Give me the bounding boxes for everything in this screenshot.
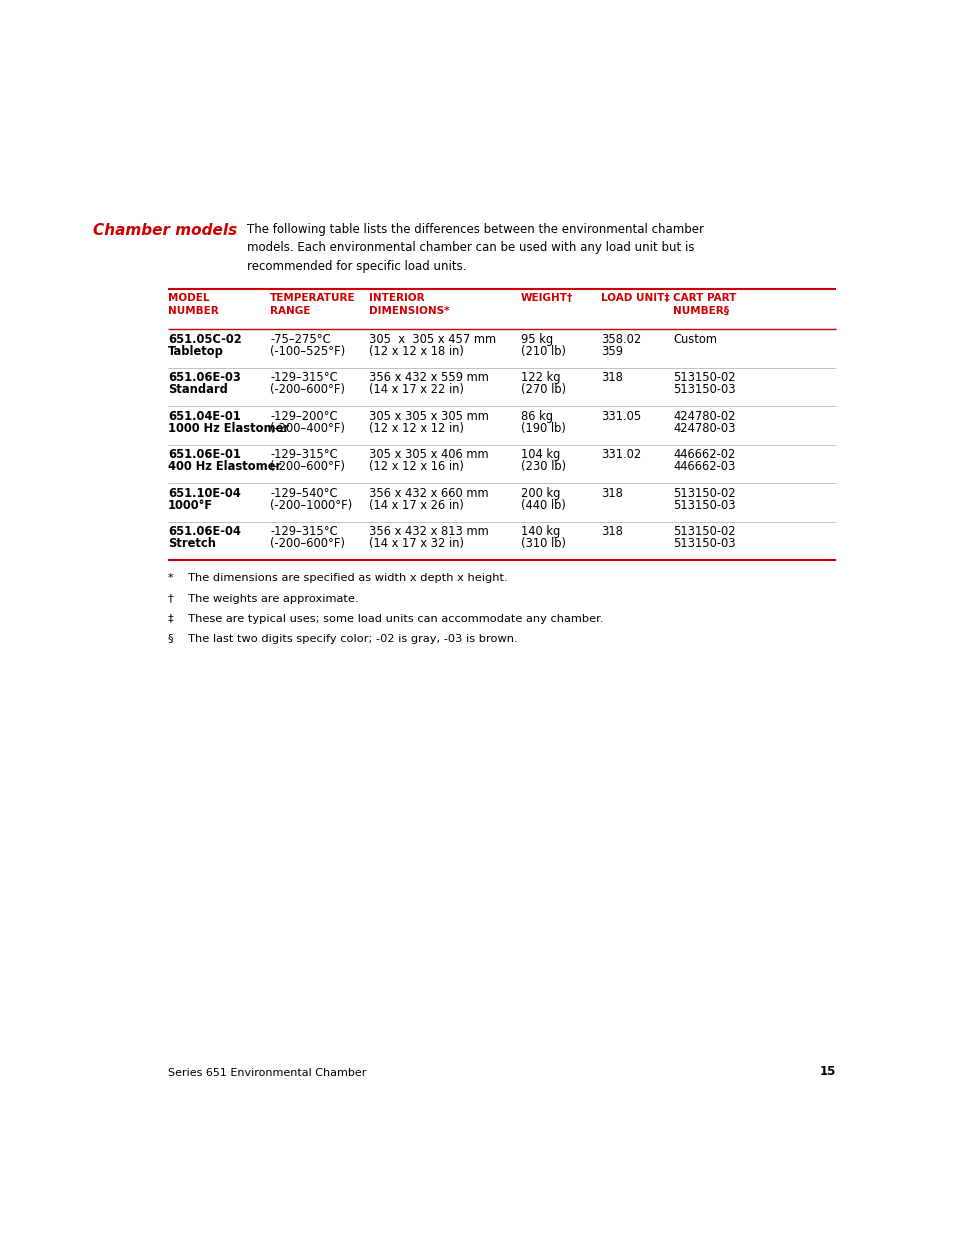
Text: *    The dimensions are specified as width x depth x height.: * The dimensions are specified as width … <box>168 573 507 583</box>
Text: 424780-02: 424780-02 <box>673 410 735 422</box>
Text: 513150-03: 513150-03 <box>673 499 735 511</box>
Text: 651.04E-01: 651.04E-01 <box>168 410 240 422</box>
Text: 1000 Hz Elastomer: 1000 Hz Elastomer <box>168 421 289 435</box>
Text: 356 x 432 x 660 mm: 356 x 432 x 660 mm <box>369 487 488 500</box>
Text: 424780-03: 424780-03 <box>673 421 735 435</box>
Text: Series 651 Environmental Chamber: Series 651 Environmental Chamber <box>168 1067 366 1078</box>
Text: 651.10E-04: 651.10E-04 <box>168 487 240 500</box>
Text: ‡    These are typical uses; some load units can accommodate any chamber.: ‡ These are typical uses; some load unit… <box>168 614 603 624</box>
Text: -129–200°C: -129–200°C <box>270 410 337 422</box>
Text: 651.05C-02: 651.05C-02 <box>168 332 241 346</box>
Text: (14 x 17 x 32 in): (14 x 17 x 32 in) <box>369 537 463 550</box>
Text: 122 kg: 122 kg <box>520 370 559 384</box>
Text: WEIGHT†: WEIGHT† <box>520 293 572 303</box>
Text: 86 kg: 86 kg <box>520 410 552 422</box>
Text: Standard: Standard <box>168 383 228 396</box>
Text: (-200–1000°F): (-200–1000°F) <box>270 499 353 511</box>
Text: 331.05: 331.05 <box>600 410 640 422</box>
Text: 446662-03: 446662-03 <box>673 461 735 473</box>
Text: LOAD UNIT‡: LOAD UNIT‡ <box>600 293 669 303</box>
Text: §    The last two digits specify color; -02 is gray, -03 is brown.: § The last two digits specify color; -02… <box>168 635 517 645</box>
Text: 513150-02: 513150-02 <box>673 487 735 500</box>
Text: (12 x 12 x 16 in): (12 x 12 x 16 in) <box>369 461 463 473</box>
Text: (14 x 17 x 26 in): (14 x 17 x 26 in) <box>369 499 463 511</box>
Text: (230 lb): (230 lb) <box>520 461 565 473</box>
Text: (210 lb): (210 lb) <box>520 345 565 358</box>
Text: 318: 318 <box>600 525 622 538</box>
Text: 15: 15 <box>819 1065 835 1078</box>
Text: 318: 318 <box>600 487 622 500</box>
Text: (-200–600°F): (-200–600°F) <box>270 537 345 550</box>
Text: Chamber models: Chamber models <box>92 222 236 238</box>
Text: 1000°F: 1000°F <box>168 499 213 511</box>
Text: INTERIOR
DIMENSIONS*: INTERIOR DIMENSIONS* <box>369 293 449 316</box>
Text: †    The weights are approximate.: † The weights are approximate. <box>168 594 358 604</box>
Text: (14 x 17 x 22 in): (14 x 17 x 22 in) <box>369 383 463 396</box>
Text: 513150-02: 513150-02 <box>673 370 735 384</box>
Text: 651.06E-04: 651.06E-04 <box>168 525 241 538</box>
Text: -129–315°C: -129–315°C <box>270 370 337 384</box>
Text: 318: 318 <box>600 370 622 384</box>
Text: -129–540°C: -129–540°C <box>270 487 337 500</box>
Text: Stretch: Stretch <box>168 537 215 550</box>
Text: 331.02: 331.02 <box>600 448 640 461</box>
Text: 200 kg: 200 kg <box>520 487 559 500</box>
Text: Custom: Custom <box>673 332 717 346</box>
Text: 305 x 305 x 305 mm: 305 x 305 x 305 mm <box>369 410 488 422</box>
Text: 356 x 432 x 813 mm: 356 x 432 x 813 mm <box>369 525 488 538</box>
Text: -129–315°C: -129–315°C <box>270 525 337 538</box>
Text: 513150-03: 513150-03 <box>673 537 735 550</box>
Text: (440 lb): (440 lb) <box>520 499 565 511</box>
Text: 400 Hz Elastomer: 400 Hz Elastomer <box>168 461 281 473</box>
Text: 95 kg: 95 kg <box>520 332 552 346</box>
Text: (-200–400°F): (-200–400°F) <box>270 421 345 435</box>
Text: -129–315°C: -129–315°C <box>270 448 337 461</box>
Text: (310 lb): (310 lb) <box>520 537 565 550</box>
Text: (-100–525°F): (-100–525°F) <box>270 345 345 358</box>
Text: 513150-03: 513150-03 <box>673 383 735 396</box>
Text: (12 x 12 x 12 in): (12 x 12 x 12 in) <box>369 421 463 435</box>
Text: 513150-02: 513150-02 <box>673 525 735 538</box>
Text: (-200–600°F): (-200–600°F) <box>270 461 345 473</box>
Text: (12 x 12 x 18 in): (12 x 12 x 18 in) <box>369 345 463 358</box>
Text: (190 lb): (190 lb) <box>520 421 565 435</box>
Text: (270 lb): (270 lb) <box>520 383 565 396</box>
Text: 140 kg: 140 kg <box>520 525 559 538</box>
Text: 651.06E-03: 651.06E-03 <box>168 370 241 384</box>
Text: 305 x 305 x 406 mm: 305 x 305 x 406 mm <box>369 448 488 461</box>
Text: -75–275°C: -75–275°C <box>270 332 331 346</box>
Text: TEMPERATURE
RANGE: TEMPERATURE RANGE <box>270 293 355 316</box>
Text: 104 kg: 104 kg <box>520 448 559 461</box>
Text: Tabletop: Tabletop <box>168 345 224 358</box>
Text: 305  x  305 x 457 mm: 305 x 305 x 457 mm <box>369 332 496 346</box>
Text: 359: 359 <box>600 345 622 358</box>
Text: 446662-02: 446662-02 <box>673 448 735 461</box>
Text: (-200–600°F): (-200–600°F) <box>270 383 345 396</box>
Text: 358.02: 358.02 <box>600 332 640 346</box>
Text: The following table lists the differences between the environmental chamber
mode: The following table lists the difference… <box>247 222 703 273</box>
Text: 356 x 432 x 559 mm: 356 x 432 x 559 mm <box>369 370 488 384</box>
Text: MODEL
NUMBER: MODEL NUMBER <box>168 293 218 316</box>
Text: 651.06E-01: 651.06E-01 <box>168 448 241 461</box>
Text: CART PART
NUMBER§: CART PART NUMBER§ <box>673 293 736 316</box>
